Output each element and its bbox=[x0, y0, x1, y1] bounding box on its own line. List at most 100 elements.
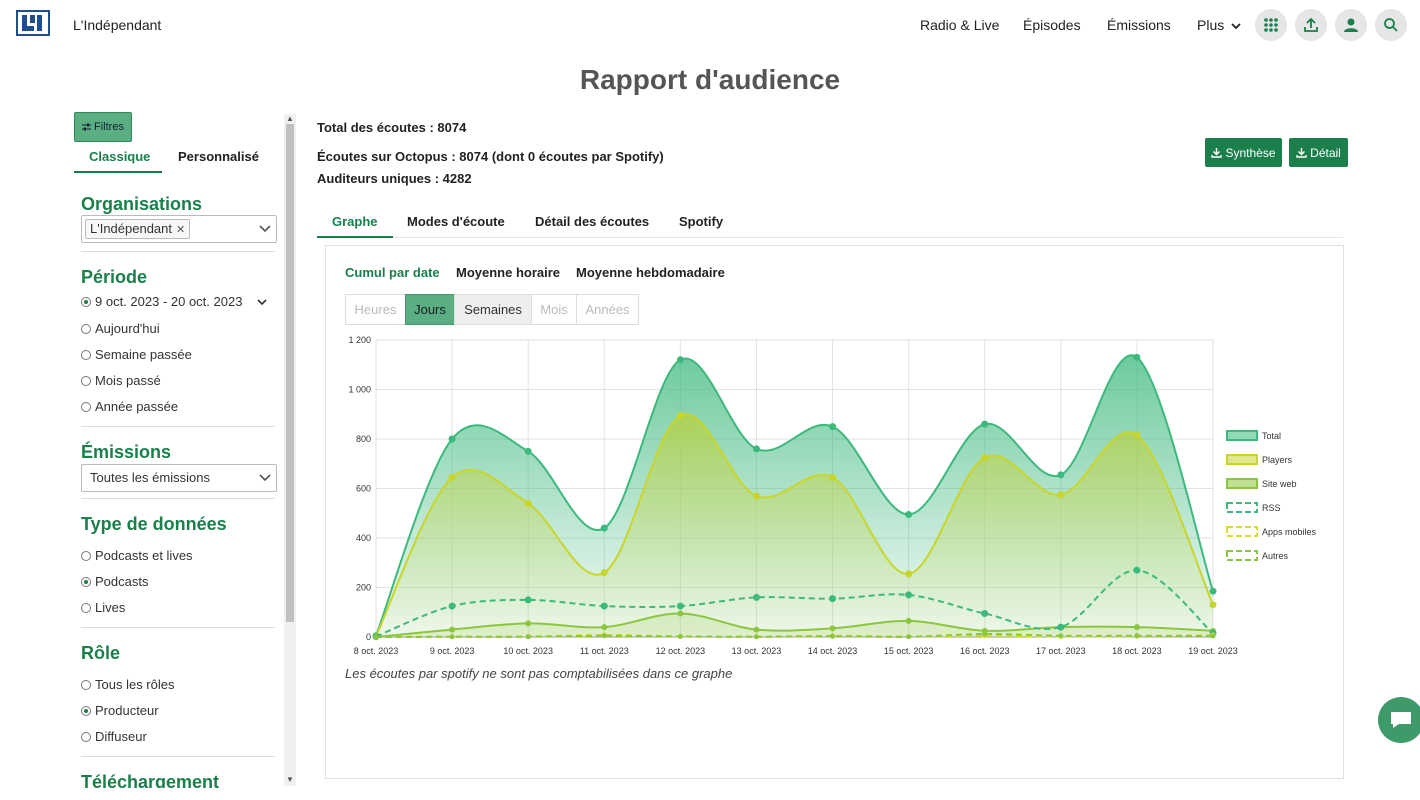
chevron-down-icon[interactable] bbox=[256, 297, 268, 307]
synthese-download-button[interactable]: Synthèse bbox=[1205, 138, 1282, 167]
chevron-down-icon bbox=[259, 225, 271, 233]
chevron-down-icon bbox=[259, 474, 271, 482]
data-point bbox=[753, 634, 759, 640]
y-tick-label: 0 bbox=[366, 632, 371, 642]
data-point bbox=[524, 596, 532, 604]
period-option-last-week[interactable]: Semaine passée bbox=[81, 347, 192, 362]
data-point bbox=[753, 626, 760, 633]
series-line bbox=[375, 633, 1214, 638]
nav-emissions[interactable]: Émissions bbox=[1107, 17, 1171, 33]
data-point bbox=[677, 634, 683, 640]
subtab-moyenne-horaire[interactable]: Moyenne horaire bbox=[456, 265, 561, 280]
radio-selected-icon bbox=[81, 576, 91, 587]
series-line bbox=[375, 612, 1214, 638]
x-tick-label: 10 oct. 2023 bbox=[503, 646, 553, 656]
x-tick-label: 11 oct. 2023 bbox=[580, 646, 629, 656]
nav-episodes[interactable]: Épisodes bbox=[1023, 17, 1081, 33]
data-type-option-podcasts-lives[interactable]: Podcasts et lives bbox=[81, 548, 193, 563]
section-title-organisations: Organisations bbox=[81, 194, 203, 214]
section-title-telechargement: Téléchargement bbox=[81, 772, 220, 788]
top-nav: L'Indépendant Radio & Live Épisodes Émis… bbox=[0, 0, 1420, 50]
audience-chart: 0 200 400 600 800 1 000 1 200 8 oct. 2023 9 oct.… bbox=[348, 335, 1317, 656]
filters-button-label: Filtres bbox=[94, 121, 124, 133]
data-point bbox=[830, 633, 836, 639]
data-type-option-podcasts[interactable]: Podcasts bbox=[81, 574, 148, 589]
chat-button[interactable] bbox=[1378, 697, 1420, 743]
subtab-cumul-par-date[interactable]: Cumul par date bbox=[345, 265, 440, 280]
tab-graphe[interactable]: Graphe bbox=[332, 214, 378, 229]
data-point bbox=[1057, 471, 1065, 479]
data-point bbox=[676, 602, 684, 610]
role-option-producer[interactable]: Producteur bbox=[81, 703, 159, 718]
upload-icon bbox=[1304, 17, 1318, 32]
tab-personnalise[interactable]: Personnalisé bbox=[178, 149, 259, 164]
legend-label: Apps mobiles bbox=[1262, 527, 1317, 537]
chart-footnote: Les écoutes par spotify ne sont pas comp… bbox=[345, 666, 733, 681]
y-tick-label: 200 bbox=[356, 583, 371, 593]
period-option-last-year[interactable]: Année passée bbox=[81, 399, 178, 414]
detail-download-button[interactable]: Détail bbox=[1289, 138, 1348, 167]
data-point bbox=[906, 634, 912, 640]
radio-selected-icon bbox=[81, 296, 91, 307]
user-button[interactable] bbox=[1335, 9, 1367, 41]
organisations-select[interactable]: L'Indépendant ✕ bbox=[81, 215, 277, 243]
filters-button[interactable]: Filtres bbox=[74, 112, 132, 142]
period-option-last-month[interactable]: Mois passé bbox=[81, 373, 161, 388]
data-type-label: Podcasts et lives bbox=[95, 548, 193, 563]
period-option-label: Aujourd'hui bbox=[95, 321, 160, 336]
data-point bbox=[525, 634, 531, 640]
data-point bbox=[829, 595, 837, 603]
period-option-today[interactable]: Aujourd'hui bbox=[81, 321, 160, 336]
data-point bbox=[829, 473, 837, 481]
data-point bbox=[905, 617, 912, 624]
data-type-option-lives[interactable]: Lives bbox=[81, 600, 125, 615]
x-tick-label: 8 oct. 2023 bbox=[354, 646, 399, 656]
y-tick-label: 800 bbox=[356, 434, 371, 444]
apps-grid-button[interactable] bbox=[1255, 9, 1287, 41]
role-label: Diffuseur bbox=[95, 729, 147, 744]
radio-icon bbox=[81, 349, 91, 360]
x-tick-label: 17 oct. 2023 bbox=[1036, 646, 1086, 656]
stat-unique-listeners: Auditeurs uniques : 4282 bbox=[317, 171, 472, 186]
tab-spotify[interactable]: Spotify bbox=[679, 214, 724, 229]
role-option-broadcaster[interactable]: Diffuseur bbox=[81, 729, 147, 744]
tab-detail-ecoutes[interactable]: Détail des écoutes bbox=[535, 214, 650, 229]
subtab-moyenne-hebdomadaire[interactable]: Moyenne hebdomadaire bbox=[576, 265, 725, 280]
data-point bbox=[676, 356, 684, 364]
granularity-months[interactable]: Mois bbox=[531, 294, 577, 325]
scrollbar-thumb[interactable] bbox=[286, 124, 294, 622]
x-tick-label: 19 oct. 2023 bbox=[1188, 646, 1238, 656]
nav-radio-live[interactable]: Radio & Live bbox=[920, 17, 1000, 33]
upload-button[interactable] bbox=[1295, 9, 1327, 41]
tab-modes-ecoute[interactable]: Modes d'écoute bbox=[407, 214, 505, 229]
granularity-weeks[interactable]: Semaines bbox=[454, 294, 532, 325]
nav-plus-label: Plus bbox=[1197, 17, 1225, 33]
divider bbox=[81, 426, 275, 427]
synthese-label: Synthèse bbox=[1225, 145, 1276, 160]
scroll-up-icon[interactable]: ▲ bbox=[286, 114, 294, 123]
granularity-selector: Heures Jours Semaines Mois Années bbox=[345, 294, 639, 325]
active-tab-indicator bbox=[74, 171, 162, 173]
organisation-chip: L'Indépendant ✕ bbox=[85, 219, 191, 239]
x-tick-label: 16 oct. 2023 bbox=[960, 646, 1010, 656]
tab-classique[interactable]: Classique bbox=[89, 149, 151, 164]
role-option-all[interactable]: Tous les rôles bbox=[81, 677, 174, 692]
brand-name[interactable]: L'Indépendant bbox=[73, 17, 162, 33]
sidebar-scrollbar[interactable]: ▲ ▼ bbox=[284, 114, 296, 786]
detail-label: Détail bbox=[1310, 145, 1341, 160]
remove-chip-icon[interactable]: ✕ bbox=[176, 224, 186, 236]
data-point bbox=[981, 609, 989, 617]
brand-logo-icon[interactable] bbox=[16, 10, 50, 36]
x-tick-label: 12 oct. 2023 bbox=[656, 646, 706, 656]
emissions-select[interactable]: Toutes les émissions bbox=[81, 464, 277, 492]
granularity-hours[interactable]: Heures bbox=[345, 294, 406, 325]
tabs-baseline bbox=[317, 237, 1343, 238]
data-point bbox=[449, 626, 456, 633]
search-button[interactable] bbox=[1375, 9, 1407, 41]
y-tick-label: 600 bbox=[356, 484, 371, 494]
granularity-days[interactable]: Jours bbox=[405, 294, 455, 325]
granularity-years[interactable]: Années bbox=[576, 294, 639, 325]
period-option-custom[interactable]: 9 oct. 2023 - 20 oct. 2023 bbox=[81, 294, 268, 309]
nav-plus[interactable]: Plus bbox=[1197, 17, 1241, 33]
scroll-down-icon[interactable]: ▼ bbox=[286, 775, 294, 784]
